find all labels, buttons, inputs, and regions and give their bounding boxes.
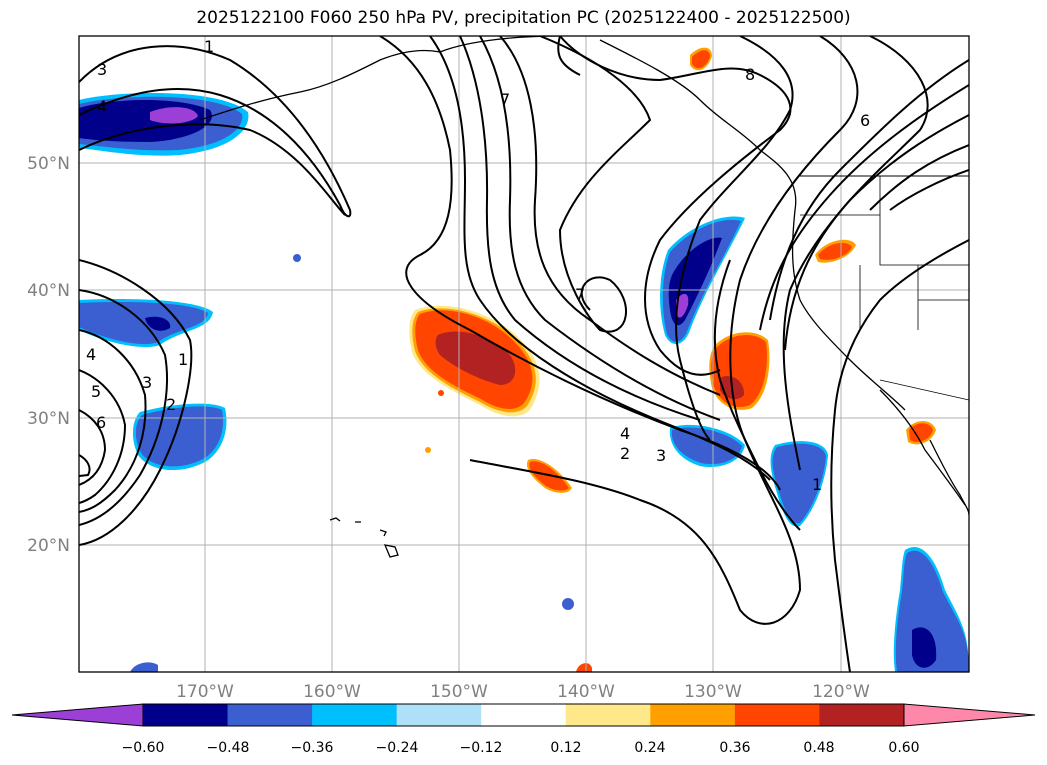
cb-tick: 0.48 (803, 740, 834, 756)
colorbar-segment (481, 704, 567, 726)
gridlines (79, 36, 969, 672)
contour-label: 1 (178, 350, 188, 369)
lat-label-50n: 50°N (27, 154, 70, 174)
cb-tick: 0.60 (888, 740, 919, 756)
contour-label: 6 (860, 111, 870, 130)
hawaii-islands (329, 517, 399, 558)
cb-tick: 0.24 (634, 740, 665, 756)
lon-label-140w: 140°W (557, 682, 615, 702)
california-coast (799, 299, 906, 411)
map-content: 1 3 4 7 8 6 7 1 4 3 2 5 6 4 2 3 1 (79, 36, 969, 672)
lon-label-170w: 170°W (176, 682, 234, 702)
precip-shading (79, 47, 969, 672)
contour-label: 5 (91, 382, 101, 401)
lon-labels: 170°W 160°W 150°W 140°W 130°W 120°W (176, 682, 870, 702)
lon-label-120w: 120°W (812, 682, 870, 702)
colorbar-extend-high (903, 703, 1036, 727)
alaska-coast (199, 36, 561, 121)
contour-label: 1 (812, 475, 822, 494)
lat-label-30n: 30°N (27, 409, 70, 429)
contour-label: 3 (656, 446, 666, 465)
contour-label: 3 (142, 373, 152, 392)
contour-label: 4 (97, 97, 107, 116)
cb-tick: −0.24 (376, 740, 419, 756)
pv-contours (79, 36, 969, 672)
colorbar-segment (819, 704, 905, 726)
contour-labels: 1 3 4 7 8 6 7 1 4 3 2 5 6 4 2 3 1 (86, 37, 870, 494)
contour-label: 2 (166, 395, 176, 414)
cb-tick: 0.12 (550, 740, 581, 756)
colorbar-segment (312, 704, 398, 726)
lon-label-130w: 130°W (684, 682, 742, 702)
contour-label: 4 (620, 424, 630, 443)
cb-tick: 0.36 (719, 740, 750, 756)
mexico-coast (929, 439, 969, 516)
colorbar-segment (565, 704, 651, 726)
lat-label-40n: 40°N (27, 281, 70, 301)
lat-label-20n: 20°N (27, 536, 70, 556)
contour-label: 1 (204, 37, 214, 56)
contour-label: 6 (96, 413, 106, 432)
colorbar-segment (396, 704, 482, 726)
lon-label-160w: 160°W (303, 682, 361, 702)
lat-labels: 50°N 40°N 30°N 20°N (27, 154, 70, 556)
contour-label: 7 (575, 285, 585, 304)
lon-label-150w: 150°W (430, 682, 488, 702)
colorbar-frame (142, 703, 905, 727)
mexico-border (879, 379, 969, 401)
state-lines (800, 176, 969, 330)
contour-label: 4 (86, 345, 96, 364)
contour-label: 3 (97, 60, 107, 79)
colorbar-segment (227, 704, 313, 726)
colorbar (11, 703, 1036, 727)
baja-coast (879, 389, 966, 506)
contour-label: 7 (500, 90, 510, 109)
cb-tick: −0.36 (291, 740, 334, 756)
colorbar-segment (734, 704, 820, 726)
map-title: 2025122100 F060 250 hPa PV, precipitatio… (196, 8, 851, 28)
colorbar-segment (650, 704, 736, 726)
contour-label: 8 (745, 65, 755, 84)
colorbar-segment (143, 704, 229, 726)
cb-tick: −0.12 (460, 740, 503, 756)
contour-label: 2 (620, 444, 630, 463)
colorbar-ticks: −0.60 −0.48 −0.36 −0.24 −0.12 0.12 0.24 … (122, 740, 920, 756)
cb-tick: −0.48 (207, 740, 250, 756)
cb-tick: −0.60 (122, 740, 165, 756)
colorbar-extend-low (11, 703, 144, 727)
